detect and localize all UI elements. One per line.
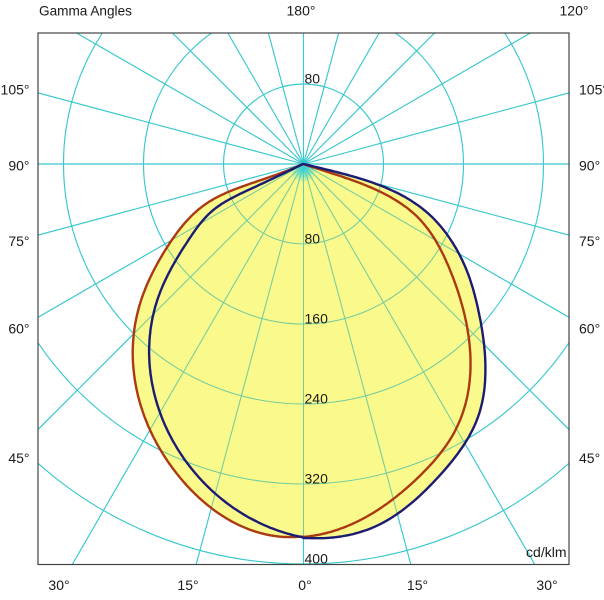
- svg-text:160: 160: [305, 311, 329, 327]
- svg-text:320: 320: [305, 471, 329, 487]
- svg-text:90°: 90°: [579, 158, 600, 174]
- svg-text:90°: 90°: [8, 158, 29, 174]
- svg-text:0°: 0°: [298, 577, 311, 593]
- svg-text:15°: 15°: [407, 577, 428, 593]
- svg-text:45°: 45°: [579, 450, 600, 466]
- svg-text:60°: 60°: [8, 321, 29, 337]
- svg-text:60°: 60°: [579, 321, 600, 337]
- svg-text:105°: 105°: [1, 82, 30, 98]
- svg-text:180°: 180°: [287, 3, 316, 19]
- svg-text:15°: 15°: [177, 577, 198, 593]
- svg-text:75°: 75°: [8, 233, 29, 249]
- svg-text:80: 80: [305, 231, 321, 247]
- svg-text:30°: 30°: [536, 577, 557, 593]
- svg-text:45°: 45°: [8, 450, 29, 466]
- svg-text:105°: 105°: [579, 82, 604, 98]
- svg-text:80: 80: [305, 71, 321, 87]
- svg-text:120°: 120°: [560, 3, 589, 19]
- svg-text:cd/klm: cd/klm: [526, 544, 566, 560]
- svg-text:Gamma Angles: Gamma Angles: [39, 4, 132, 19]
- svg-text:30°: 30°: [48, 577, 69, 593]
- svg-text:400: 400: [305, 551, 329, 567]
- svg-text:240: 240: [305, 391, 329, 407]
- svg-text:75°: 75°: [579, 233, 600, 249]
